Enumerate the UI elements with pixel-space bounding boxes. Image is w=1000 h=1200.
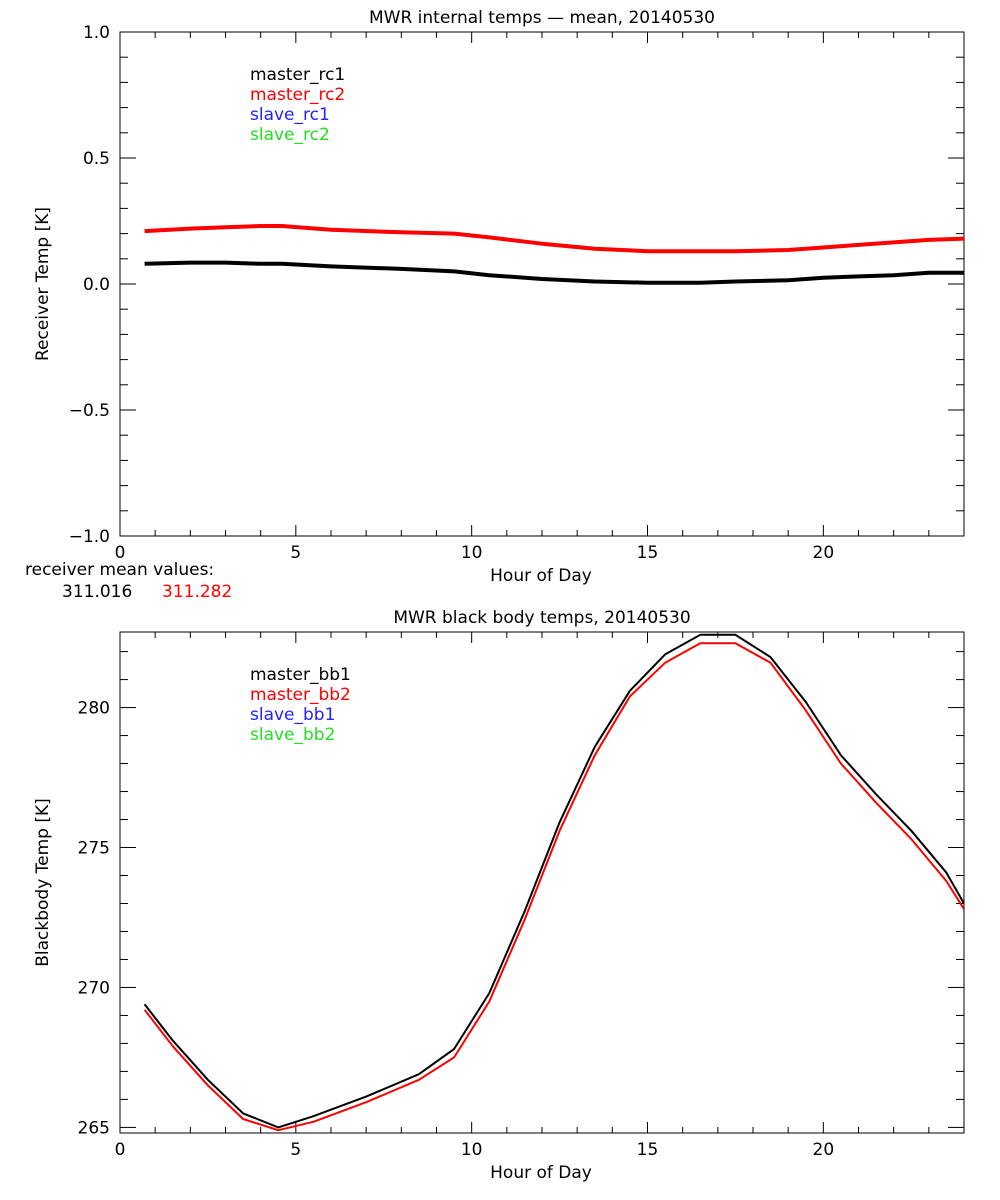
panel2-y-axis-label: Blackbody Temp [K] bbox=[33, 798, 53, 967]
panel1-x-tick-label: 5 bbox=[290, 543, 301, 563]
panel2-y-tick-label: 265 bbox=[78, 1118, 110, 1138]
panel1-legend-slave_rc2: slave_rc2 bbox=[250, 125, 330, 145]
panel1-series-line-master_rc1 bbox=[144, 260, 964, 285]
panel1-legend-master_rc2: master_rc2 bbox=[250, 85, 345, 105]
panel1-series-line-master_rc2 bbox=[144, 224, 964, 254]
panel1-x-tick-label: 20 bbox=[813, 543, 835, 563]
panel1-x-tick-label: 15 bbox=[637, 543, 659, 563]
panel2-x-tick-label: 15 bbox=[637, 1140, 659, 1160]
panel1-y-tick-label: −1.0 bbox=[69, 527, 110, 547]
panel1-legend-master_rc1: master_rc1 bbox=[250, 65, 345, 85]
receiver-mean-caption: receiver mean values: bbox=[25, 560, 215, 580]
panel2-y-tick-label: 270 bbox=[78, 978, 110, 998]
panel1-y-tick-label: 0.0 bbox=[83, 275, 110, 295]
receiver-mean-value-2: 311.282 bbox=[162, 582, 233, 602]
panel1-group: 0 5 10 15 20 −1.0 −0.5 0.0 0.5 1.0 MWR internal te… bbox=[33, 8, 965, 586]
panel1-x-tick-label: 10 bbox=[461, 543, 483, 563]
panel2-x-tick-label: 20 bbox=[813, 1140, 835, 1160]
panel2-legend-master_bb2: master_bb2 bbox=[250, 685, 351, 705]
panel1-plot-frame bbox=[119, 31, 965, 537]
panel2-series-line-master_bb2 bbox=[143, 642, 964, 1132]
panel1-y-axis-label: Receiver Temp [K] bbox=[33, 207, 53, 361]
receiver-mean-value-1: 311.016 bbox=[62, 582, 133, 602]
panel2-legend-slave_bb2: slave_bb2 bbox=[250, 725, 335, 745]
panel2-series-line-master_bb1 bbox=[143, 633, 964, 1129]
panel1-y-tick-label: 0.5 bbox=[83, 149, 110, 169]
panel2-x-tick-label: 10 bbox=[461, 1140, 483, 1160]
panel2-y-tick-label: 275 bbox=[78, 839, 110, 859]
panel2-plot-frame bbox=[119, 631, 965, 1134]
panel2-y-tick-label: 280 bbox=[78, 699, 110, 719]
panel2-group: 0 5 10 15 20 265 270 275 280 MWR black body temps… bbox=[33, 608, 965, 1183]
panel2-x-tick-label: 5 bbox=[290, 1140, 301, 1160]
panel2-legend-master_bb1: master_bb1 bbox=[250, 665, 351, 685]
panel2-x-tick-label: 0 bbox=[115, 1140, 126, 1160]
panel1-x-tick-label: 0 bbox=[115, 543, 126, 563]
panel2-legend-slave_bb1: slave_bb1 bbox=[250, 705, 335, 725]
panel1-legend-slave_rc1: slave_rc1 bbox=[250, 105, 330, 125]
panel2-x-axis-label: Hour of Day bbox=[490, 1163, 592, 1183]
panel2-title: MWR black body temps, 20140530 bbox=[393, 608, 690, 628]
panel1-y-tick-label: −0.5 bbox=[69, 401, 110, 421]
panel1-y-tick-label: 1.0 bbox=[83, 23, 110, 43]
panel1-title: MWR internal temps — mean, 20140530 bbox=[369, 8, 715, 28]
panel1-x-axis-label: Hour of Day bbox=[490, 566, 592, 586]
